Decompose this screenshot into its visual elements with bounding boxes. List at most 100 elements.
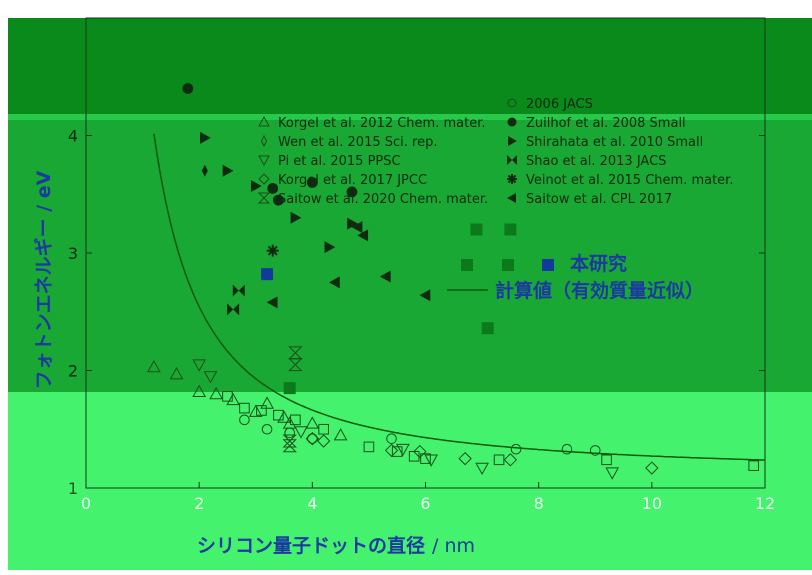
data-point-shape xyxy=(192,359,207,372)
data-point xyxy=(328,276,340,289)
data-point-shape xyxy=(277,410,291,423)
data-point-shape xyxy=(209,386,223,400)
data-point xyxy=(305,416,320,429)
legend-label: 2006 JACS xyxy=(526,97,593,112)
legend-marker xyxy=(258,173,270,185)
legend-marker-shape-b xyxy=(512,155,517,165)
data-point-shape xyxy=(239,402,250,414)
data-point-shape xyxy=(318,423,329,435)
legend-label: Veinot et al. 2015 Chem. mater. xyxy=(526,173,733,188)
data-point-shape xyxy=(475,462,489,476)
calc-curve-layer xyxy=(153,133,765,461)
top-thin-band xyxy=(8,114,812,120)
mid-band xyxy=(8,120,812,392)
data-point-shape xyxy=(306,177,318,188)
data-point xyxy=(424,454,439,467)
legend-marker-shape xyxy=(258,155,270,167)
data-point-shape xyxy=(192,384,207,397)
legend-label: Shirahata et al. 2010 Small xyxy=(526,135,703,150)
data-point xyxy=(318,423,329,435)
legend-marker xyxy=(507,117,517,127)
data-point xyxy=(510,443,522,455)
data-point-shape xyxy=(307,433,318,444)
data-point xyxy=(266,296,278,309)
data-point-shape xyxy=(169,366,184,380)
data-point xyxy=(589,445,601,456)
y-tick-label: 4 xyxy=(68,127,78,146)
data-point-stroke xyxy=(267,245,278,256)
x-axis-label: シリコン量子ドットの直径 / nm xyxy=(197,534,475,557)
data-point-shape xyxy=(203,371,218,384)
data-point xyxy=(391,446,403,457)
data-point xyxy=(266,244,279,257)
data-point xyxy=(504,223,517,236)
data-point-shape xyxy=(384,443,399,458)
x-axis-label-main: シリコン量子ドットの直径 xyxy=(197,534,425,557)
bottom-light-band xyxy=(8,392,812,570)
data-point-shape-a xyxy=(232,284,239,297)
data-point-shape xyxy=(357,229,369,242)
data-point-shape xyxy=(288,358,303,372)
data-point xyxy=(282,439,297,453)
data-point xyxy=(284,427,296,439)
data-point-shape xyxy=(256,405,267,416)
data-point-shape xyxy=(147,359,161,373)
x-tick-label: 0 xyxy=(81,494,91,513)
data-point-shape xyxy=(503,453,518,467)
data-point-shape xyxy=(222,164,234,177)
data-point-shape xyxy=(510,443,522,455)
legend-study-square-1 xyxy=(461,259,473,271)
data-point xyxy=(503,453,518,467)
data-point-shape xyxy=(379,270,391,283)
data-point xyxy=(227,303,240,316)
legend-marker-shape xyxy=(508,136,517,146)
y-axis-label: フォトンエネルギー / eV xyxy=(33,170,55,389)
y-tick-label: 1 xyxy=(68,479,78,498)
data-point xyxy=(357,229,369,242)
legend-label: Saitow et al. CPL 2017 xyxy=(526,192,672,207)
data-point-shape xyxy=(333,428,348,441)
data-point-shape xyxy=(346,186,358,198)
x-tick-label: 6 xyxy=(420,494,430,513)
data-point xyxy=(413,444,427,459)
data-point-shape xyxy=(222,391,233,402)
data-point xyxy=(290,211,302,224)
data-point-shape xyxy=(420,453,431,464)
data-point xyxy=(458,451,472,466)
data-point xyxy=(351,221,363,234)
data-point-shape xyxy=(316,434,331,448)
legend-study-square-3 xyxy=(542,259,554,271)
x-tick-label: 12 xyxy=(755,494,775,513)
data-point xyxy=(384,443,399,458)
legend-label: Zuilhof et al. 2008 Small xyxy=(526,116,686,131)
top-dark-band xyxy=(8,18,812,114)
data-point-shape xyxy=(284,427,296,439)
data-point-shape xyxy=(413,444,427,459)
data-point-shape xyxy=(424,454,439,467)
data-point xyxy=(267,182,279,194)
data-point xyxy=(239,414,250,426)
data-point xyxy=(200,131,211,144)
data-point-shape xyxy=(561,443,573,455)
legend-label: Saitow et al. 2020 Chem. mater. xyxy=(278,192,488,207)
data-point xyxy=(201,164,208,177)
data-point xyxy=(419,289,431,302)
data-point-shape xyxy=(182,83,194,94)
x-tick-label: 10 xyxy=(642,494,662,513)
data-point xyxy=(222,391,233,402)
data-point-shape xyxy=(283,382,296,395)
data-point-shape-a xyxy=(227,303,234,316)
data-point xyxy=(226,392,240,406)
data-point xyxy=(277,410,291,423)
data-point-shape xyxy=(351,221,363,234)
data-point-shape xyxy=(601,454,612,466)
data-point xyxy=(333,428,348,441)
y-tick-label: 3 xyxy=(68,244,78,263)
data-point-shape xyxy=(200,131,211,144)
legend-calc-label: 計算値（有効質量近似） xyxy=(495,279,704,302)
legend-marker xyxy=(507,174,517,184)
data-point xyxy=(250,180,262,193)
data-point-shape xyxy=(250,180,262,193)
